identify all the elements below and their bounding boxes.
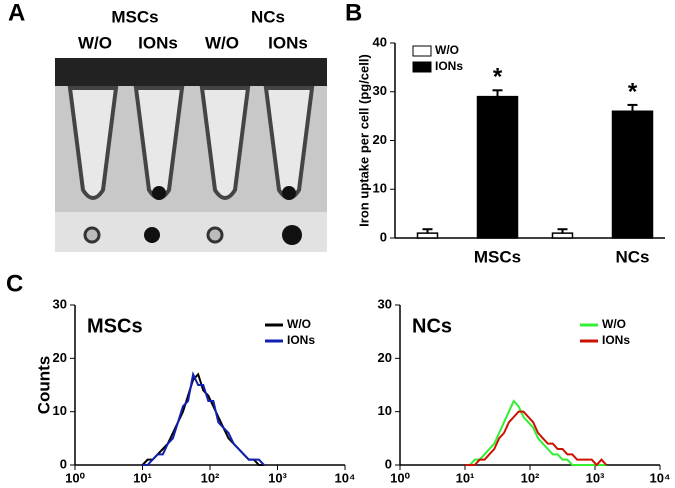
x-tick-label: 10⁴ <box>650 470 671 485</box>
dot <box>206 226 224 244</box>
x-tick-label: 10⁰ <box>65 470 85 485</box>
y-tick-label: 20 <box>373 132 387 147</box>
tubes <box>67 86 315 200</box>
legend-label: IONs <box>287 333 315 347</box>
x-tick-label: 10⁴ <box>335 470 356 485</box>
y-tick-label: 10 <box>378 403 392 418</box>
pellet <box>152 186 166 200</box>
x-tick-label: 10³ <box>268 470 287 485</box>
chart-title: NCs <box>412 315 452 337</box>
y-tick-label: 0 <box>380 229 387 244</box>
y-tick-label: 10 <box>53 403 67 418</box>
tube-label: W/O <box>78 33 112 52</box>
x-tick-label: 10² <box>201 470 220 485</box>
dot-strip <box>55 212 327 252</box>
bar <box>416 232 439 239</box>
panel-label: C <box>6 270 23 297</box>
panel-label: B <box>345 0 362 26</box>
dot <box>144 227 160 243</box>
series-line <box>142 371 265 466</box>
y-tick-label: 30 <box>378 296 392 311</box>
legend-label: W/O <box>435 43 459 57</box>
legend-label: IONs <box>602 333 630 347</box>
tube-label: IONs <box>138 33 178 52</box>
bar <box>476 95 519 239</box>
y-tick-label: 20 <box>53 350 67 365</box>
y-tick-label: 10 <box>373 181 387 196</box>
x-tick-label: 10³ <box>586 470 605 485</box>
x-tick-label: 10⁰ <box>390 470 410 485</box>
y-tick-label: 40 <box>373 34 387 49</box>
y-tick-label: 30 <box>53 296 67 311</box>
annotation: * <box>628 78 638 105</box>
x-tick-label: 10² <box>521 470 540 485</box>
tube-label: W/O <box>205 33 239 52</box>
dot <box>83 226 101 244</box>
legend-label: W/O <box>287 317 311 331</box>
y-tick-label: 30 <box>373 83 387 98</box>
group-label: NCs <box>251 7 285 26</box>
bar <box>551 232 574 239</box>
x-tick-label: 10¹ <box>133 470 152 485</box>
legend-label: IONs <box>435 59 463 73</box>
photo: MSCs NCs W/O IONs W/O IONs <box>55 7 327 252</box>
group-label: MSCs <box>111 7 158 26</box>
y-axis-label: Counts <box>34 356 53 415</box>
dot <box>282 225 302 245</box>
y-axis-label: Iron uptake per cell (pg/cell) <box>356 54 371 227</box>
series-line <box>465 399 607 466</box>
bar <box>611 110 654 239</box>
legend-swatch <box>412 61 432 73</box>
y-tick-label: 0 <box>385 456 392 471</box>
panel-label: A <box>8 0 25 26</box>
tube-label: IONs <box>268 33 308 52</box>
pellet <box>282 186 296 200</box>
y-tick-label: 0 <box>60 456 67 471</box>
x-tick-label: NCs <box>615 247 649 266</box>
annotation: * <box>493 64 503 91</box>
tube-caps <box>55 58 327 86</box>
legend-swatch <box>412 45 432 57</box>
series-line <box>465 410 608 467</box>
x-tick-label: 10¹ <box>456 470 475 485</box>
chart-title: MSCs <box>87 315 143 337</box>
legend-label: W/O <box>602 317 626 331</box>
y-tick-label: 20 <box>378 350 392 365</box>
x-tick-label: MSCs <box>474 247 521 266</box>
